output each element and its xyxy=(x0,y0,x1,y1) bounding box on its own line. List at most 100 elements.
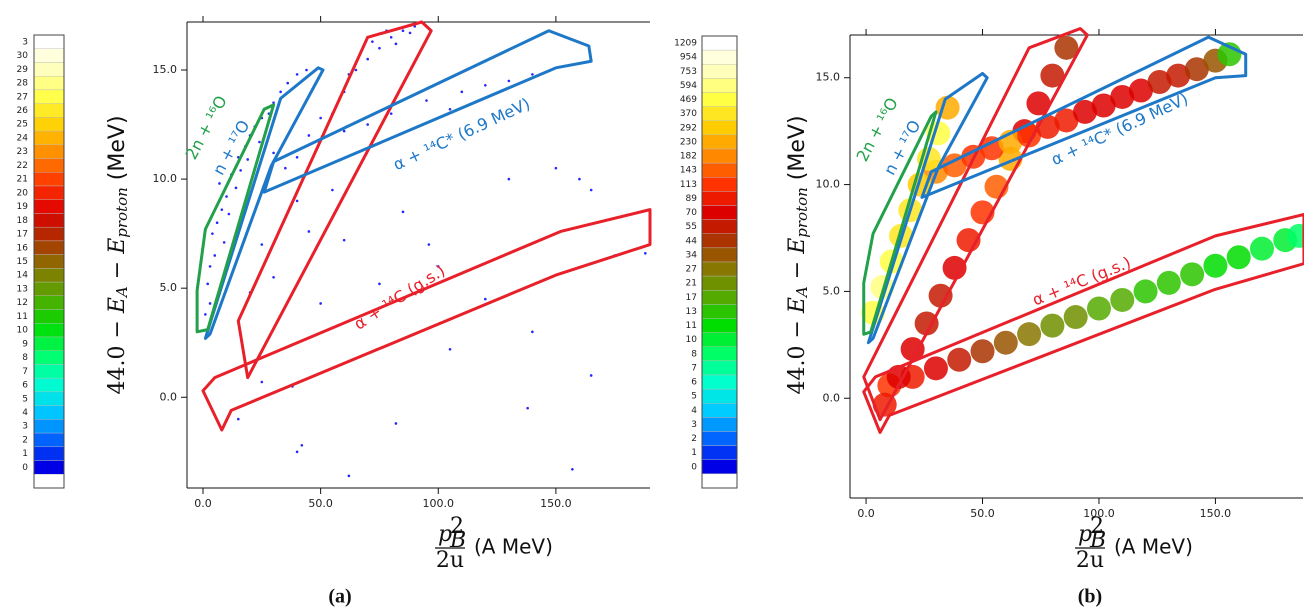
point xyxy=(295,199,299,203)
colorbar-label: 15 xyxy=(17,257,28,267)
point xyxy=(394,422,398,425)
colorbar-label: 22 xyxy=(17,161,28,171)
panel-title: (b) xyxy=(1078,586,1102,608)
colorbar-label: 17 xyxy=(17,230,28,240)
point xyxy=(448,107,452,111)
point xyxy=(643,251,647,255)
colorbar-label: 3 xyxy=(22,37,28,47)
density-cell xyxy=(1040,313,1065,338)
colorbar-label: 26 xyxy=(17,106,29,116)
density-cell xyxy=(1147,70,1172,95)
colorbar-box xyxy=(33,48,65,63)
colorbar-label: 1 xyxy=(22,449,28,459)
colorbar-label: 753 xyxy=(680,67,697,77)
density-cell xyxy=(1166,63,1191,88)
colorbar-box xyxy=(701,247,738,263)
colorbar-label: 1209 xyxy=(674,39,697,49)
colorbar-box xyxy=(701,346,738,362)
colorbar-box xyxy=(33,405,65,420)
point xyxy=(484,83,487,87)
density-cell xyxy=(947,347,972,372)
point xyxy=(436,265,440,268)
gate xyxy=(236,20,433,380)
x-tick-label: 50.0 xyxy=(970,507,995,520)
colorbar-label: 9 xyxy=(22,339,28,349)
colorbar-label: 1 xyxy=(691,448,697,458)
point xyxy=(272,151,275,155)
point xyxy=(258,140,261,144)
point xyxy=(531,330,534,334)
density-cell xyxy=(993,330,1018,355)
colorbar-label: 14 xyxy=(17,271,29,281)
y-tick-label: 0.0 xyxy=(823,391,841,404)
colorbar-box xyxy=(701,205,738,220)
point xyxy=(366,57,369,61)
point xyxy=(234,186,238,190)
point xyxy=(389,112,393,115)
colorbar-end xyxy=(33,474,65,489)
point xyxy=(366,123,369,126)
density-cell xyxy=(1156,270,1181,295)
colorbar-box xyxy=(701,35,738,51)
point xyxy=(371,40,374,43)
colorbar-label: 292 xyxy=(680,123,697,133)
point xyxy=(295,450,299,454)
colorbar-box xyxy=(33,377,65,393)
point xyxy=(215,221,219,225)
colorbar-label: 18 xyxy=(17,216,29,226)
colorbar-box xyxy=(33,144,65,159)
colorbar-box xyxy=(33,336,65,351)
point xyxy=(211,232,214,235)
colorbar-box xyxy=(33,350,65,365)
colorbar-box xyxy=(701,49,738,65)
point xyxy=(401,29,405,33)
y-label-var: E xyxy=(785,238,810,255)
colorbar-box xyxy=(701,261,738,277)
density-cell xyxy=(900,337,925,362)
density-cell xyxy=(1287,223,1304,248)
colorbar-label: 28 xyxy=(17,79,29,89)
colorbar-label: 70 xyxy=(686,208,698,218)
point xyxy=(319,116,322,120)
colorbar-box xyxy=(33,226,65,242)
point xyxy=(272,275,275,279)
gate-label: α + ¹⁴C (g.s.) xyxy=(351,261,449,334)
x-tick-label: 150.0 xyxy=(1200,507,1232,520)
colorbar-label: 10 xyxy=(686,335,698,345)
colorbar-label: 2 xyxy=(691,434,697,444)
y-label-sub: A xyxy=(113,286,131,299)
x-label-unit: (A MeV) xyxy=(1114,535,1193,559)
colorbar-label: 0 xyxy=(691,462,697,472)
colorbar-box xyxy=(701,148,738,164)
point xyxy=(554,166,558,170)
y-label-var: E xyxy=(785,297,810,314)
colorbar-label: 2 xyxy=(22,435,28,445)
colorbar-box xyxy=(33,254,65,269)
colorbar-label: 143 xyxy=(680,166,697,176)
density-cell xyxy=(1086,296,1111,321)
y-label-sub: proton xyxy=(113,187,131,238)
x-label-sub: B xyxy=(1089,528,1106,553)
point xyxy=(378,46,381,50)
colorbar-label: 19 xyxy=(17,202,29,212)
point xyxy=(589,188,593,192)
colorbar-box xyxy=(701,191,738,206)
colorbar-label: 24 xyxy=(17,133,29,143)
colorbar-box xyxy=(33,199,65,214)
point xyxy=(307,230,311,233)
y-label-unit: (MeV) xyxy=(105,115,130,187)
point xyxy=(204,313,207,316)
density-cell xyxy=(1250,236,1275,261)
point xyxy=(239,169,242,172)
colorbar-label: 44 xyxy=(686,236,698,246)
point xyxy=(284,166,287,170)
point xyxy=(401,210,405,214)
point xyxy=(222,241,226,244)
point xyxy=(260,380,264,384)
colorbar-label: 16 xyxy=(17,243,29,253)
colorbar-label: 8 xyxy=(691,349,697,359)
colorbar-label: 3 xyxy=(22,422,28,432)
colorbar-box xyxy=(33,172,65,187)
colorbar-box xyxy=(33,446,65,461)
